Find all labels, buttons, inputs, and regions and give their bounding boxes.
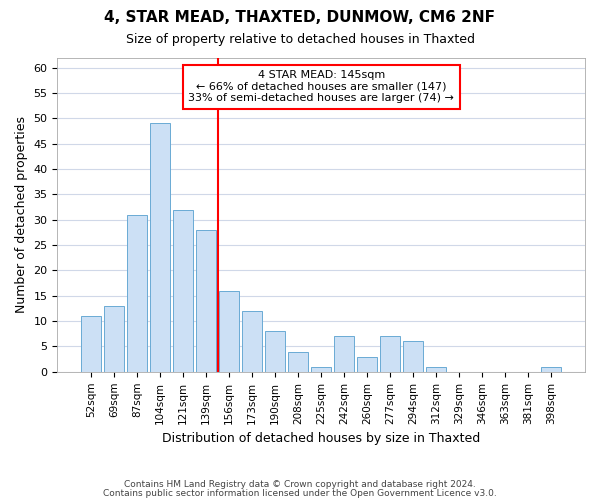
Bar <box>311 366 331 372</box>
Bar <box>380 336 400 372</box>
Text: Contains HM Land Registry data © Crown copyright and database right 2024.: Contains HM Land Registry data © Crown c… <box>124 480 476 489</box>
Bar <box>334 336 354 372</box>
Bar <box>82 316 101 372</box>
Text: 4 STAR MEAD: 145sqm
← 66% of detached houses are smaller (147)
33% of semi-detac: 4 STAR MEAD: 145sqm ← 66% of detached ho… <box>188 70 454 103</box>
Bar <box>151 124 170 372</box>
X-axis label: Distribution of detached houses by size in Thaxted: Distribution of detached houses by size … <box>162 432 481 445</box>
Bar <box>265 332 285 372</box>
Bar <box>104 306 124 372</box>
Text: 4, STAR MEAD, THAXTED, DUNMOW, CM6 2NF: 4, STAR MEAD, THAXTED, DUNMOW, CM6 2NF <box>104 10 496 25</box>
Bar <box>173 210 193 372</box>
Text: Size of property relative to detached houses in Thaxted: Size of property relative to detached ho… <box>125 32 475 46</box>
Bar <box>127 214 147 372</box>
Text: Contains public sector information licensed under the Open Government Licence v3: Contains public sector information licen… <box>103 489 497 498</box>
Bar <box>358 356 377 372</box>
Bar <box>427 366 446 372</box>
Bar <box>541 366 561 372</box>
Bar <box>242 311 262 372</box>
Y-axis label: Number of detached properties: Number of detached properties <box>15 116 28 313</box>
Bar <box>196 230 216 372</box>
Bar <box>403 342 423 372</box>
Bar <box>220 290 239 372</box>
Bar <box>289 352 308 372</box>
